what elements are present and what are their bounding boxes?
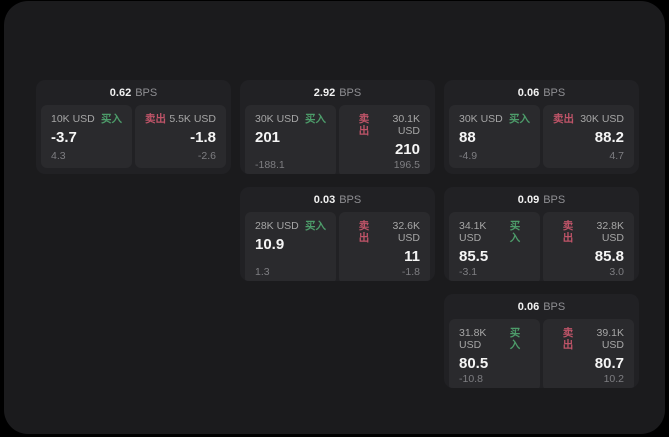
card-body: 30K USD 买入 201 -188.1 卖出 30.1K USD 210 1…: [240, 105, 435, 174]
sell-delta: 4.7: [609, 150, 624, 162]
sell-amount: 30.1K USD: [392, 113, 420, 137]
sell-tag[interactable]: 卖出: [145, 113, 166, 125]
sell-panel[interactable]: 卖出 32.8K USD 85.8 3.0: [543, 212, 634, 281]
sell-amount: 5.5K USD: [169, 113, 216, 125]
sell-value: 210: [394, 141, 420, 158]
buy-amount: 30K USD: [255, 113, 299, 125]
bps-unit-label: BPS: [543, 193, 566, 206]
bps-value: 0.06: [517, 300, 540, 313]
bps-value: 0.62: [109, 86, 132, 99]
main-panel: 0.62 BPS 10K USD 买入 -3.7 4.3 卖出 5.5K USD: [4, 1, 665, 434]
bps-header: 2.92 BPS: [240, 80, 435, 105]
buy-delta: 1.3: [255, 266, 270, 278]
sell-panel[interactable]: 卖出 5.5K USD -1.8 -2.6: [135, 105, 226, 168]
sell-amount: 39.1K USD: [596, 327, 624, 351]
quote-card[interactable]: 2.92 BPS 30K USD 买入 201 -188.1 卖出 30.1K …: [240, 80, 435, 174]
sell-amount: 30K USD: [580, 113, 624, 125]
buy-delta: -4.9: [459, 150, 478, 162]
buy-panel[interactable]: 34.1K USD 买入 85.5 -3.1: [449, 212, 540, 281]
sell-value: 85.8: [594, 248, 624, 265]
sell-tag[interactable]: 卖出: [553, 113, 574, 125]
buy-amount: 34.1K USD: [459, 220, 487, 244]
buy-tag[interactable]: 买入: [509, 220, 521, 244]
quote-card[interactable]: 0.09 BPS 34.1K USD 买入 85.5 -3.1 卖出 32.8K…: [444, 187, 639, 281]
buy-value: 85.5: [459, 248, 489, 265]
bps-value: 0.09: [517, 193, 540, 206]
sell-delta: 196.5: [393, 159, 420, 171]
buy-panel[interactable]: 30K USD 买入 88 -4.9: [449, 105, 540, 168]
buy-amount: 10K USD: [51, 113, 95, 125]
buy-value: 10.9: [255, 236, 285, 253]
bps-unit-label: BPS: [339, 193, 362, 206]
quote-card[interactable]: 0.03 BPS 28K USD 买入 10.9 1.3 卖出 32.6K US…: [240, 187, 435, 281]
buy-tag[interactable]: 买入: [101, 113, 122, 125]
sell-amount: 32.8K USD: [596, 220, 624, 244]
card-body: 34.1K USD 买入 85.5 -3.1 卖出 32.8K USD 85.8…: [444, 212, 639, 281]
buy-amount: 28K USD: [255, 220, 299, 232]
sell-value: -1.8: [190, 129, 216, 146]
buy-amount: 30K USD: [459, 113, 503, 125]
sell-value: 11: [404, 248, 420, 265]
bps-header: 0.09 BPS: [444, 187, 639, 212]
bps-header: 0.06 BPS: [444, 80, 639, 105]
quote-card[interactable]: 0.06 BPS 30K USD 买入 88 -4.9 卖出 30K USD: [444, 80, 639, 174]
bps-value: 0.06: [517, 86, 540, 99]
buy-delta: -188.1: [255, 159, 285, 171]
buy-tag[interactable]: 买入: [305, 113, 326, 125]
buy-value: 80.5: [459, 355, 489, 372]
bps-unit-label: BPS: [135, 86, 158, 99]
buy-value: 201: [255, 129, 281, 146]
buy-value: -3.7: [51, 129, 77, 146]
quote-card-grid: 0.62 BPS 10K USD 买入 -3.7 4.3 卖出 5.5K USD: [36, 80, 639, 388]
bps-header: 0.62 BPS: [36, 80, 231, 105]
bps-value: 2.92: [313, 86, 336, 99]
sell-panel[interactable]: 卖出 39.1K USD 80.7 10.2: [543, 319, 634, 388]
buy-panel[interactable]: 30K USD 买入 201 -188.1: [245, 105, 336, 174]
sell-delta: -2.6: [197, 150, 216, 162]
sell-value: 80.7: [594, 355, 624, 372]
card-body: 28K USD 买入 10.9 1.3 卖出 32.6K USD 11 -1.8: [240, 212, 435, 281]
card-body: 30K USD 买入 88 -4.9 卖出 30K USD 88.2 4.7: [444, 105, 639, 174]
bps-unit-label: BPS: [339, 86, 362, 99]
buy-panel[interactable]: 28K USD 买入 10.9 1.3: [245, 212, 336, 281]
bps-value: 0.03: [313, 193, 336, 206]
quote-card[interactable]: 0.62 BPS 10K USD 买入 -3.7 4.3 卖出 5.5K USD: [36, 80, 231, 174]
card-body: 10K USD 买入 -3.7 4.3 卖出 5.5K USD -1.8 -2.…: [36, 105, 231, 174]
buy-delta: -3.1: [459, 266, 478, 278]
quote-card[interactable]: 0.06 BPS 31.8K USD 买入 80.5 -10.8 卖出 39.1…: [444, 294, 639, 388]
sell-panel[interactable]: 卖出 32.6K USD 11 -1.8: [339, 212, 430, 281]
bps-unit-label: BPS: [543, 300, 566, 313]
sell-delta: -1.8: [401, 266, 420, 278]
sell-delta: 3.0: [609, 266, 624, 278]
sell-delta: 10.2: [603, 373, 624, 385]
sell-panel[interactable]: 卖出 30K USD 88.2 4.7: [543, 105, 634, 168]
buy-tag[interactable]: 买入: [509, 327, 521, 351]
sell-panel[interactable]: 卖出 30.1K USD 210 196.5: [339, 105, 430, 174]
card-body: 31.8K USD 买入 80.5 -10.8 卖出 39.1K USD 80.…: [444, 319, 639, 388]
bps-unit-label: BPS: [543, 86, 566, 99]
sell-tag[interactable]: 卖出: [358, 113, 370, 137]
buy-tag[interactable]: 买入: [305, 220, 326, 232]
sell-tag[interactable]: 卖出: [358, 220, 370, 244]
sell-amount: 32.6K USD: [392, 220, 420, 244]
buy-delta: -10.8: [459, 373, 483, 385]
buy-delta: 4.3: [51, 150, 66, 162]
sell-tag[interactable]: 卖出: [562, 327, 574, 351]
buy-panel[interactable]: 31.8K USD 买入 80.5 -10.8: [449, 319, 540, 388]
sell-tag[interactable]: 卖出: [562, 220, 574, 244]
bps-header: 0.03 BPS: [240, 187, 435, 212]
buy-panel[interactable]: 10K USD 买入 -3.7 4.3: [41, 105, 132, 168]
buy-value: 88: [459, 129, 476, 146]
buy-tag[interactable]: 买入: [509, 113, 530, 125]
bps-header: 0.06 BPS: [444, 294, 639, 319]
sell-value: 88.2: [594, 129, 624, 146]
buy-amount: 31.8K USD: [459, 327, 487, 351]
